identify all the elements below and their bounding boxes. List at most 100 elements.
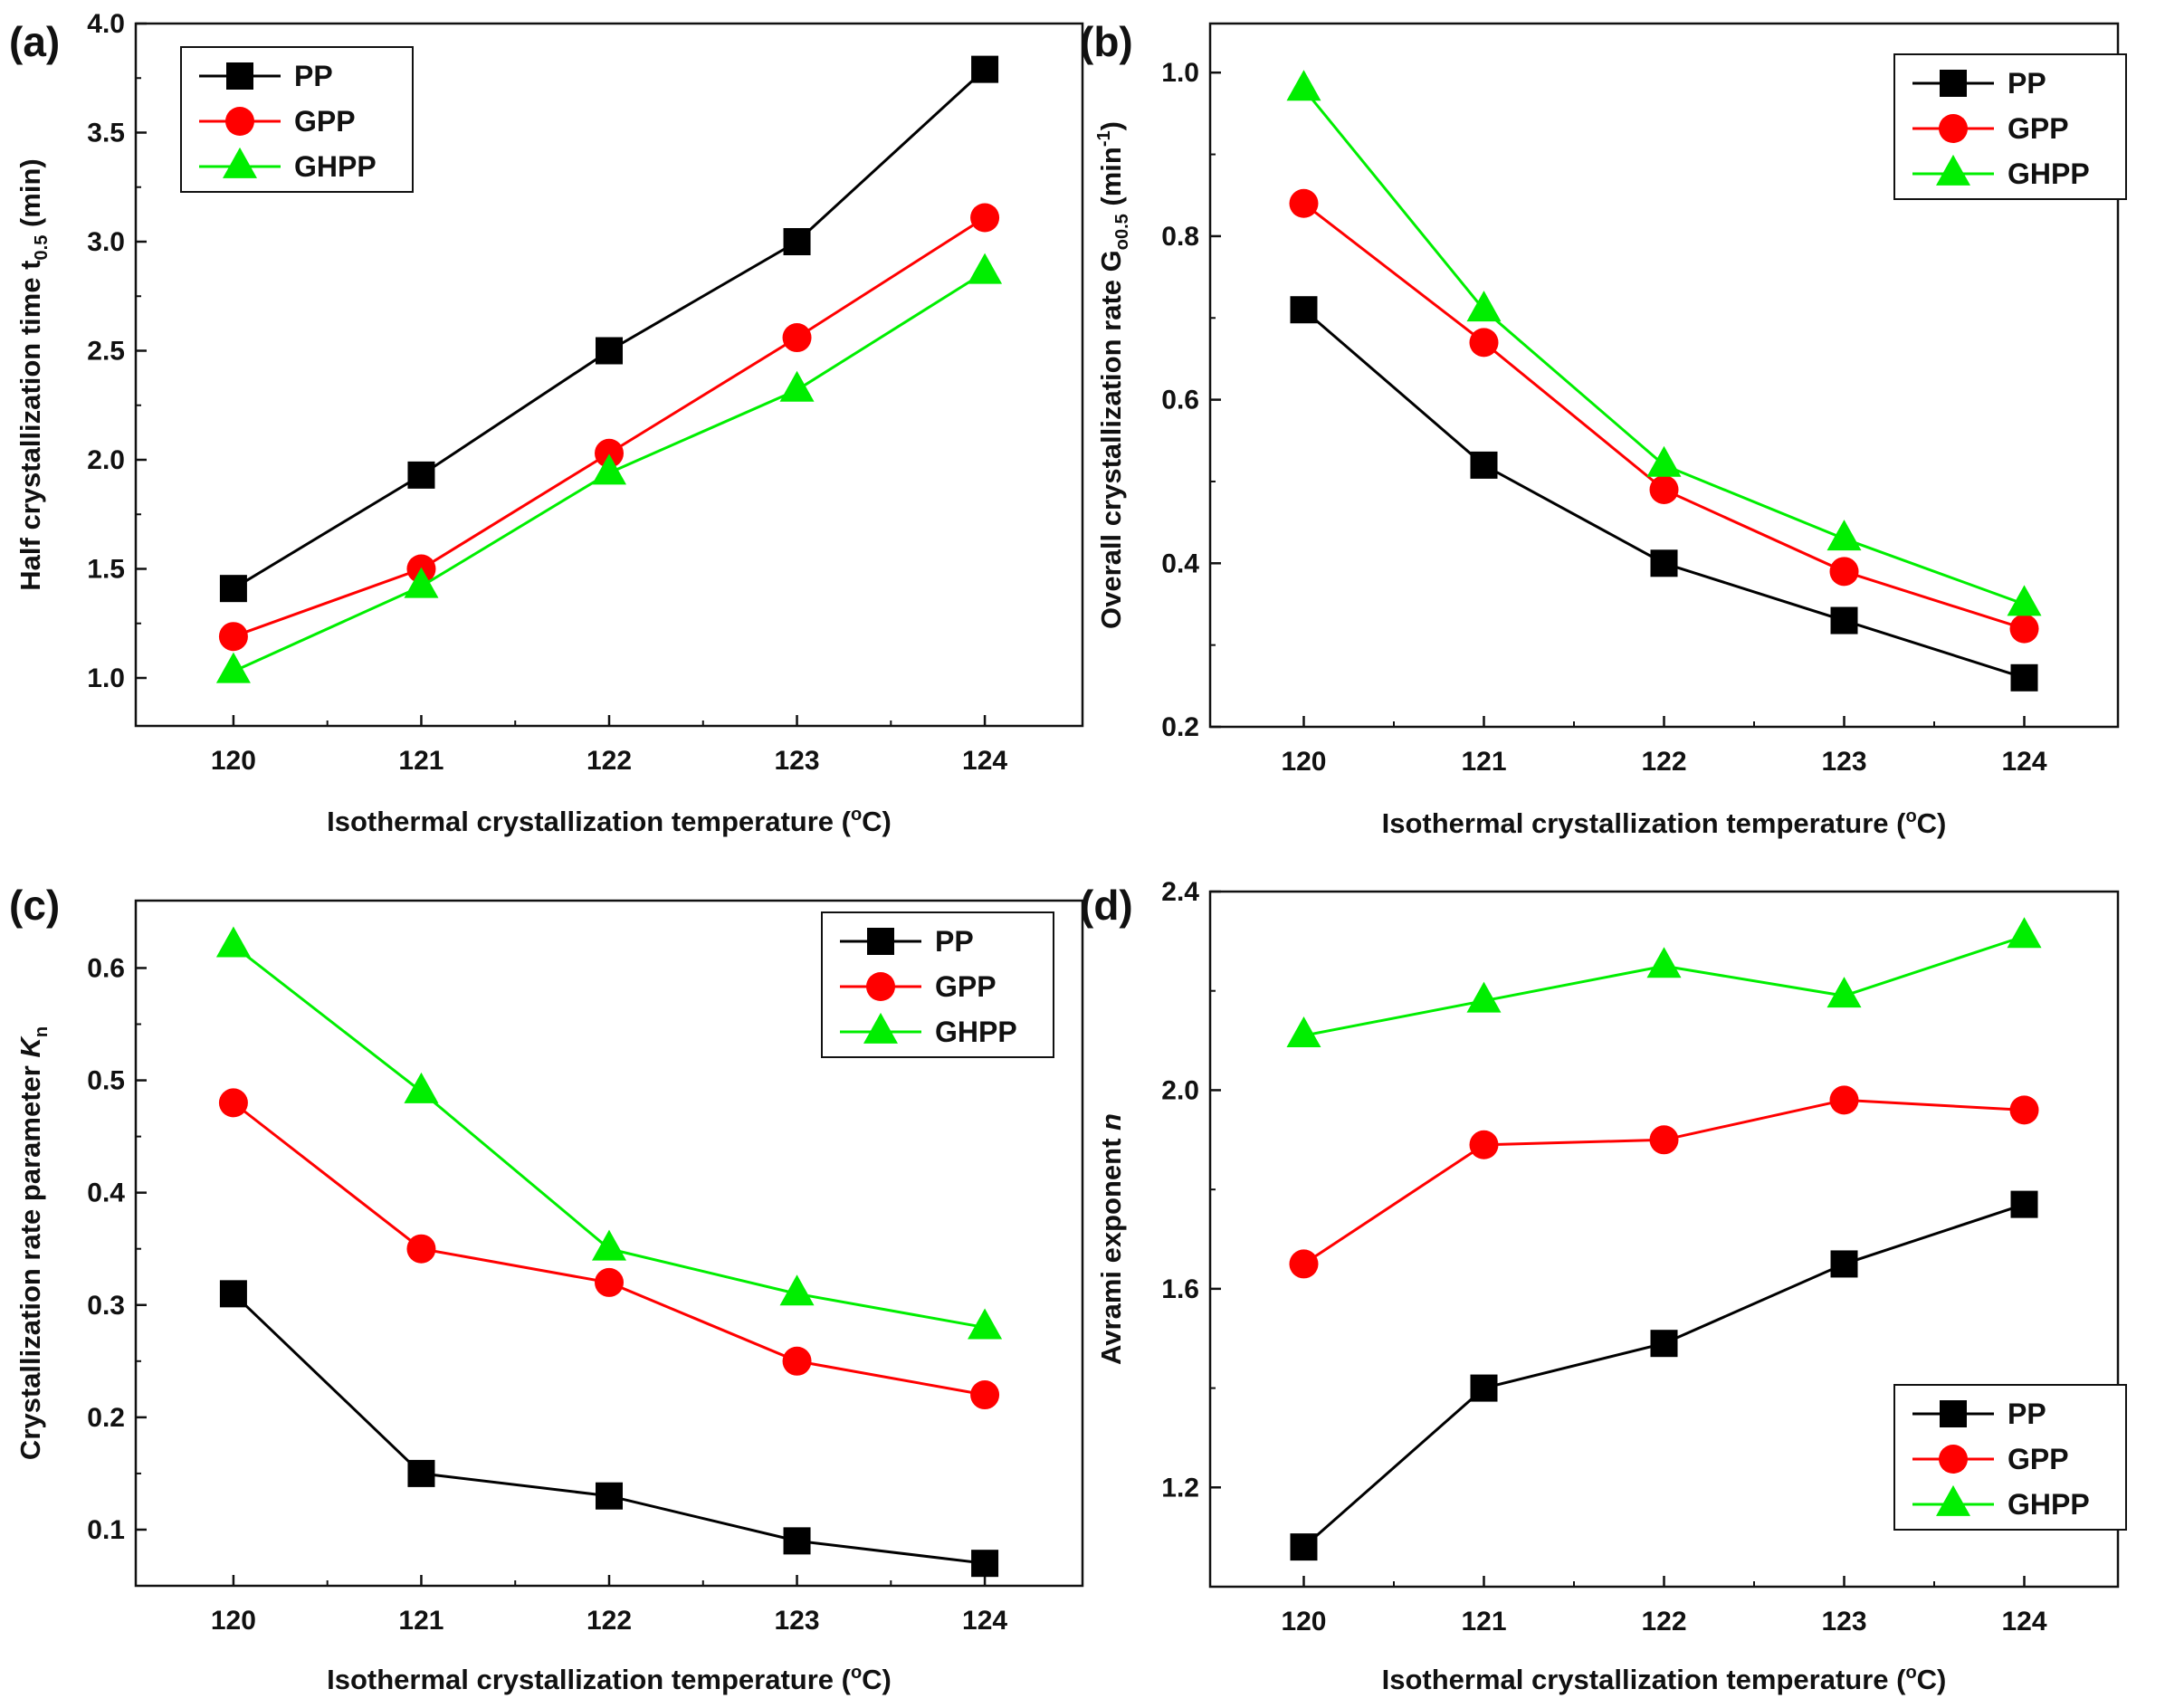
data-point-pp bbox=[1830, 1250, 1858, 1278]
series-ghpp bbox=[215, 253, 1003, 683]
y-tick-label: 0.6 bbox=[1161, 386, 1199, 415]
series-gpp bbox=[218, 1088, 1000, 1410]
data-point-ghpp bbox=[215, 652, 251, 683]
legend-marker-pp bbox=[1940, 1400, 1967, 1427]
legend: PP GPP GHPP bbox=[180, 46, 414, 193]
data-point-gpp bbox=[218, 1088, 248, 1118]
series-ghpp bbox=[215, 926, 1003, 1340]
data-point-gpp bbox=[595, 1267, 624, 1297]
data-point-ghpp bbox=[968, 1308, 1003, 1340]
legend-label-ghpp: GHPP bbox=[294, 150, 377, 183]
data-point-gpp bbox=[1829, 557, 1859, 587]
data-point-gpp bbox=[218, 622, 248, 652]
y-tick-label: 0.2 bbox=[87, 1403, 125, 1433]
data-point-ghpp bbox=[592, 453, 626, 485]
data-point-pp bbox=[1470, 1374, 1498, 1402]
data-point-ghpp bbox=[1286, 1016, 1321, 1048]
series-gpp bbox=[1289, 1085, 2039, 1279]
y-tick-label: 2.0 bbox=[87, 445, 125, 475]
data-point-pp bbox=[1830, 606, 1858, 635]
data-point-pp bbox=[407, 461, 435, 489]
x-axis-title: Isothermal crystallization temperature (… bbox=[1382, 1663, 1947, 1695]
panel-letter: (c) bbox=[9, 882, 60, 929]
series-pp bbox=[1290, 296, 2038, 692]
legend-label-gpp: GPP bbox=[294, 105, 356, 138]
legend-marker-ghpp bbox=[1936, 1484, 1970, 1516]
series-pp bbox=[219, 1280, 999, 1578]
y-tick-label: 0.5 bbox=[87, 1066, 125, 1096]
legend: PP GPP GHPP bbox=[821, 911, 1054, 1058]
x-tick-label: 124 bbox=[2001, 1607, 2046, 1636]
y-tick-label: 0.4 bbox=[1161, 549, 1199, 578]
legend-label-ghpp: GHPP bbox=[2008, 1488, 2090, 1521]
x-tick-label: 121 bbox=[1461, 747, 1506, 777]
legend-marker-gpp bbox=[225, 107, 254, 136]
y-tick-label: 0.4 bbox=[87, 1178, 125, 1208]
legend-label-gpp: GPP bbox=[935, 970, 997, 1003]
y-axis-title: Half crystallization time t0.5 (min) bbox=[14, 158, 52, 590]
data-point-pp bbox=[596, 1482, 623, 1510]
x-tick-label: 122 bbox=[587, 746, 632, 776]
y-tick-label: 3.0 bbox=[87, 227, 125, 257]
chart-panel-2: 120 121 122 123 124 0.2 0.4 0.6 0.8 1.0 (b) Isother… bbox=[1080, 18, 2127, 839]
data-point-pp bbox=[219, 1280, 247, 1308]
data-point-gpp bbox=[1469, 1130, 1499, 1159]
y-tick-label: 1.6 bbox=[1161, 1274, 1199, 1304]
data-point-ghpp bbox=[1826, 520, 1862, 551]
legend-marker-ghpp bbox=[863, 1012, 898, 1044]
legend-label-pp: PP bbox=[2008, 1398, 2046, 1430]
data-point-gpp bbox=[1469, 328, 1499, 358]
y-axis-title: Avrami exponent n bbox=[1095, 1113, 1127, 1365]
data-point-pp bbox=[1650, 1330, 1678, 1358]
legend-label-pp: PP bbox=[294, 60, 333, 92]
legend-label-pp: PP bbox=[2008, 67, 2046, 100]
data-point-gpp bbox=[1649, 474, 1679, 504]
y-tick-label: 2.4 bbox=[1161, 877, 1199, 907]
y-tick-label: 1.2 bbox=[1161, 1473, 1199, 1503]
data-point-gpp bbox=[1649, 1125, 1679, 1155]
x-tick-label: 120 bbox=[1281, 1607, 1326, 1636]
y-tick-label: 3.5 bbox=[87, 118, 125, 148]
data-point-pp bbox=[1290, 1533, 1318, 1561]
legend-marker-pp bbox=[226, 62, 253, 90]
x-axis-title: Isothermal crystallization temperature (… bbox=[327, 805, 892, 837]
data-point-pp bbox=[407, 1459, 435, 1487]
data-point-gpp bbox=[782, 323, 812, 353]
data-point-gpp bbox=[2009, 1095, 2039, 1125]
data-point-gpp bbox=[970, 203, 1000, 233]
legend-label-ghpp: GHPP bbox=[2008, 157, 2090, 190]
data-point-gpp bbox=[595, 438, 624, 468]
data-point-ghpp bbox=[404, 567, 439, 598]
data-point-pp bbox=[783, 1527, 811, 1555]
x-tick-label: 120 bbox=[211, 746, 256, 776]
data-point-pp bbox=[2010, 1190, 2038, 1218]
series-gpp bbox=[1289, 188, 2039, 644]
y-tick-label: 0.3 bbox=[87, 1291, 125, 1321]
y-axis-title: Crystallization rate parameter Kn bbox=[14, 1026, 52, 1460]
data-point-pp bbox=[971, 1550, 999, 1578]
y-tick-label: 0.6 bbox=[87, 953, 125, 983]
legend-marker-pp bbox=[1940, 70, 1967, 97]
legend: PP GPP GHPP bbox=[1893, 53, 2127, 200]
legend-label-gpp: GPP bbox=[2008, 112, 2069, 145]
x-tick-label: 120 bbox=[1281, 747, 1326, 777]
legend-marker-gpp bbox=[866, 972, 895, 1001]
data-point-ghpp bbox=[404, 1072, 439, 1103]
x-tick-label: 123 bbox=[775, 746, 820, 776]
data-point-ghpp bbox=[1466, 981, 1502, 1013]
legend-marker-ghpp bbox=[223, 147, 257, 178]
data-point-gpp bbox=[782, 1346, 812, 1376]
y-tick-label: 0.1 bbox=[87, 1515, 125, 1545]
y-tick-label: 0.8 bbox=[1161, 222, 1199, 252]
data-point-ghpp bbox=[779, 1274, 815, 1306]
data-point-gpp bbox=[970, 1380, 1000, 1410]
legend-marker-gpp bbox=[1939, 1445, 1968, 1474]
y-tick-label: 1.0 bbox=[1161, 58, 1199, 88]
data-point-ghpp bbox=[968, 253, 1003, 284]
data-point-pp bbox=[2010, 663, 2038, 692]
panel-letter: (d) bbox=[1080, 882, 1133, 929]
data-point-pp bbox=[1470, 451, 1498, 479]
x-tick-label: 120 bbox=[211, 1606, 256, 1636]
data-point-gpp bbox=[1289, 188, 1319, 218]
series-pp bbox=[219, 55, 999, 603]
